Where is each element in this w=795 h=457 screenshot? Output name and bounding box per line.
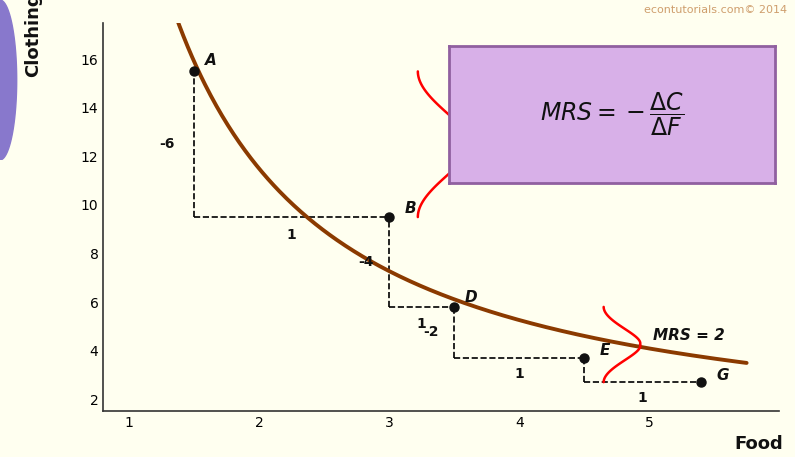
Text: econtutorials.com© 2014: econtutorials.com© 2014 [644,5,787,15]
Text: -6: -6 [160,137,175,151]
X-axis label: Food: Food [735,435,783,452]
Text: G: G [717,368,729,383]
Text: 1: 1 [417,317,427,331]
Text: MRS = 6: MRS = 6 [480,122,552,138]
Text: $\mathit{MRS} = -\dfrac{\Delta C}{\Delta F}$: $\mathit{MRS} = -\dfrac{\Delta C}{\Delta… [540,90,684,138]
Polygon shape [0,0,17,160]
Text: MRS = 2: MRS = 2 [653,328,725,343]
Text: D: D [464,290,477,304]
Text: B: B [405,201,417,216]
Y-axis label: Clothing: Clothing [25,0,43,77]
Text: 1: 1 [638,391,647,405]
Text: E: E [599,343,610,358]
Text: 1: 1 [287,228,297,242]
Text: A: A [205,53,216,69]
Text: -4: -4 [359,255,374,269]
Text: 1: 1 [514,367,524,381]
Text: -2: -2 [423,325,439,340]
